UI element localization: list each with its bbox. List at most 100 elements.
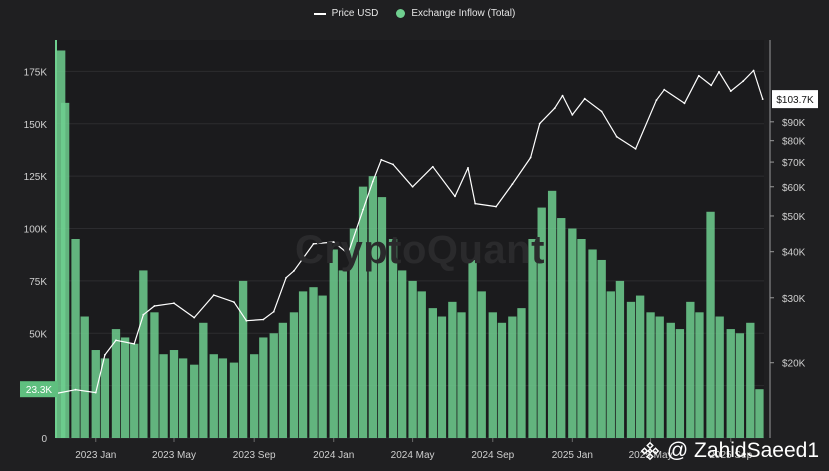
inflow-bar — [269, 333, 278, 438]
inflow-bar — [726, 329, 735, 438]
inflow-bar — [349, 228, 359, 438]
price-point — [371, 180, 374, 183]
inflow-bar — [178, 358, 188, 438]
x-tick-label: 2025 Sep — [709, 450, 752, 461]
inflow-bar — [428, 308, 437, 438]
price-point — [454, 195, 456, 198]
inflow-bar — [746, 322, 755, 438]
inflow-bar — [488, 312, 497, 438]
inflow-bar — [497, 322, 507, 438]
credit-text: @ ZahidSaeed1 — [666, 439, 819, 462]
inflow-bar — [547, 190, 557, 438]
inflow-bar — [150, 312, 159, 438]
inflow-bar — [706, 211, 715, 438]
inflow-bar — [606, 291, 615, 438]
author-credit: @ ZahidSaeed1 — [639, 439, 819, 463]
inflow-bar — [60, 102, 70, 438]
inflow-bar — [309, 287, 318, 438]
price-point — [272, 310, 275, 313]
price-point — [312, 242, 315, 245]
inflow-bar — [457, 312, 466, 438]
legend-inflow-label: Exchange Inflow (Total) — [411, 8, 516, 19]
inflow-bar — [715, 316, 724, 438]
price-point — [752, 69, 755, 72]
price-point — [233, 301, 235, 304]
inflow-bar — [508, 316, 517, 438]
left-tick-label: 50K — [29, 329, 47, 340]
price-point — [103, 354, 106, 356]
price-line — [55, 69, 764, 395]
price-point — [193, 316, 196, 319]
current-inflow-label: 23.3K — [26, 385, 52, 396]
left-tick-label: 100K — [24, 225, 48, 236]
price-point — [655, 99, 658, 102]
right-tick-label: $80K — [782, 137, 806, 148]
inflow-bar — [368, 176, 378, 438]
current-price-label: $103.7K — [776, 95, 814, 106]
inflow-bar — [755, 389, 764, 438]
price-point — [411, 185, 414, 188]
inflow-bar — [139, 270, 148, 438]
x-tick-label: 2024 May — [391, 450, 435, 461]
inflow-bar — [218, 358, 228, 438]
price-point — [245, 319, 248, 322]
inflow-bar — [278, 322, 288, 438]
inflow-bar — [626, 301, 636, 438]
price-point — [133, 342, 136, 345]
inflow-bar — [528, 239, 537, 438]
x-tick-label: 2023 Jan — [75, 450, 116, 461]
price-point — [285, 276, 288, 279]
right-tick-label: $50K — [782, 212, 806, 223]
inflow-bar — [695, 312, 704, 438]
inflow-bar — [358, 186, 368, 438]
x-tick-label: 2024 Sep — [471, 450, 514, 461]
price-point — [571, 113, 574, 116]
price-point — [431, 165, 434, 168]
inflow-bar — [130, 343, 139, 438]
inflow-bar — [199, 322, 208, 438]
left-tick-label: 125K — [24, 172, 48, 183]
inflow-bar — [666, 322, 675, 438]
left-tick-label: 150K — [24, 120, 48, 131]
legend-item-inflow[interactable]: Exchange Inflow (Total) — [396, 8, 515, 19]
right-tick-label: $90K — [782, 118, 806, 129]
inflow-bar — [655, 316, 664, 438]
left-tick-label: 175K — [24, 67, 48, 78]
inflow-bar — [588, 249, 597, 438]
x-tick-label: 2024 Jan — [313, 450, 354, 461]
price-point — [697, 74, 700, 77]
price-point — [380, 158, 383, 161]
price-point — [710, 84, 713, 87]
price-point — [212, 294, 215, 297]
inflow-bar — [568, 228, 577, 438]
price-point — [467, 166, 469, 169]
price-point — [742, 80, 745, 83]
price-point — [474, 202, 477, 205]
left-tick-label: 75K — [29, 277, 47, 288]
inflow-bar — [388, 239, 398, 438]
inflow-bar — [597, 259, 606, 438]
price-point — [392, 163, 394, 166]
inflow-bar — [229, 362, 239, 438]
price-point — [634, 147, 637, 150]
binance-logo-icon — [640, 441, 660, 461]
right-tick-label: $60K — [782, 183, 806, 194]
price-line-swatch — [313, 12, 326, 15]
price-point — [615, 135, 618, 138]
inflow-bar — [517, 308, 526, 438]
inflow-bar — [615, 280, 625, 438]
price-point — [362, 208, 364, 211]
inflow-bar — [169, 350, 179, 438]
legend-item-price[interactable]: Price USD — [313, 8, 378, 19]
price-point — [663, 88, 666, 91]
inflow-bar — [338, 270, 348, 438]
inflow-bar — [398, 270, 407, 438]
price-point — [600, 110, 603, 113]
inflow-bar — [159, 354, 168, 438]
price-point — [761, 98, 764, 101]
inflow-bar — [735, 333, 745, 438]
cryptoquant-watermark: CryptoQuant — [295, 228, 545, 272]
price-point — [142, 313, 145, 316]
price-point — [561, 94, 564, 97]
price-point — [495, 205, 497, 208]
